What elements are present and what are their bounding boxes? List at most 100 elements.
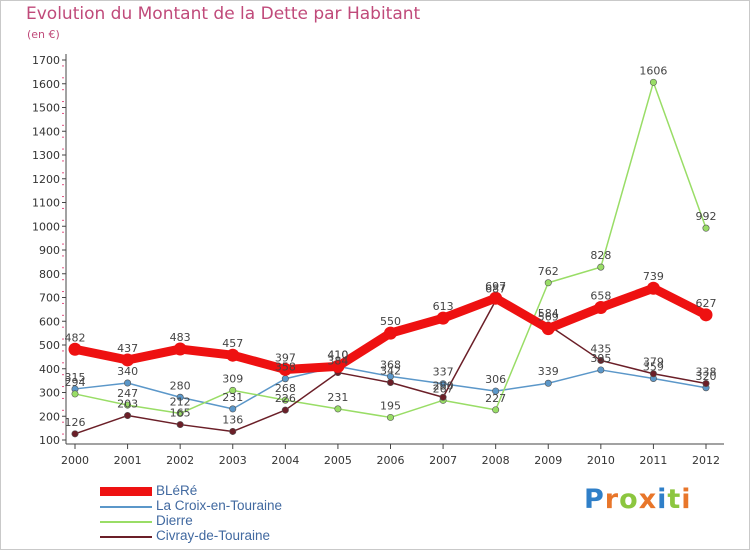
x-tick-label: 2000 [61, 454, 89, 467]
data-point-blere [121, 353, 135, 367]
data-point-civray-de-touraine [176, 421, 184, 429]
y-tick-label: 1000 [32, 220, 60, 233]
y-tick-label: 100 [39, 434, 60, 447]
data-point-dierre [492, 406, 500, 414]
data-label-dierre: 762 [538, 265, 559, 278]
data-point-blere [541, 322, 555, 336]
data-label-dierre: 1606 [639, 64, 667, 77]
data-point-civray-de-touraine [439, 393, 447, 401]
data-label-blere: 627 [696, 297, 717, 310]
data-label-la-croix-en-touraine: 358 [275, 361, 296, 374]
data-point-la-croix-en-touraine [281, 375, 289, 383]
data-point-la-croix-en-touraine [492, 387, 500, 395]
data-point-civray-de-touraine [649, 370, 657, 378]
data-point-dierre [597, 263, 605, 271]
chart-unit: (en €) [27, 28, 60, 41]
data-point-la-croix-en-touraine [176, 393, 184, 401]
data-point-civray-de-touraine [386, 379, 394, 387]
x-tick-label: 2009 [534, 454, 562, 467]
data-label-blere: 397 [275, 351, 296, 364]
data-point-la-croix-en-touraine [229, 405, 237, 413]
data-point-dierre [71, 390, 79, 398]
x-tick-label: 2010 [587, 454, 615, 467]
data-label-civray-de-touraine: 165 [170, 407, 191, 420]
logo-letter: t [667, 484, 682, 515]
data-label-dierre: 247 [117, 387, 138, 400]
x-tick-label: 2007 [429, 454, 457, 467]
data-label-blere: 410 [327, 348, 348, 361]
y-tick-label: 300 [39, 387, 60, 400]
data-point-blere [594, 300, 608, 314]
y-tick-label: 400 [39, 363, 60, 376]
data-label-dierre: 195 [380, 399, 401, 412]
legend-label: La Croix-en-Touraine [156, 498, 283, 513]
y-tick-label: 800 [39, 268, 60, 281]
y-tick-label: 1600 [32, 78, 60, 91]
data-label-dierre: 212 [170, 395, 191, 408]
legend-swatch [100, 536, 152, 538]
data-label-civray-de-touraine: 384 [327, 355, 348, 368]
proxiti-logo: Proxiti [584, 484, 692, 515]
y-tick-label: 1500 [32, 102, 60, 115]
y-tick-label: 700 [39, 292, 60, 305]
data-point-blere [331, 359, 345, 373]
data-label-dierre: 231 [327, 391, 348, 404]
data-point-civray-de-touraine [281, 406, 289, 414]
data-label-civray-de-touraine: 435 [590, 342, 611, 355]
data-label-civray-de-touraine: 338 [696, 365, 717, 378]
data-label-blere: 739 [643, 270, 664, 283]
data-point-blere [489, 291, 503, 305]
data-label-la-croix-en-touraine: 368 [380, 358, 401, 371]
logo-letter: i [657, 484, 668, 515]
data-point-dierre [649, 78, 657, 86]
chart-title: Evolution du Montant de la Dette par Hab… [26, 4, 421, 24]
data-point-dierre [702, 224, 710, 232]
data-label-dierre: 294 [65, 376, 86, 389]
x-tick-label: 2001 [114, 454, 142, 467]
legend-label: Civray-de-Touraine [156, 528, 271, 543]
data-label-dierre: 992 [696, 210, 717, 223]
data-label-civray-de-touraine: 136 [222, 413, 243, 426]
x-tick-label: 2002 [166, 454, 194, 467]
legend-swatch [100, 506, 152, 508]
y-tick-label: 1100 [32, 197, 60, 210]
x-tick-label: 2008 [482, 454, 510, 467]
data-label-la-croix-en-touraine: 359 [643, 360, 664, 373]
data-point-blere [699, 308, 713, 322]
x-tick-label: 2012 [692, 454, 720, 467]
legend-label: Dierre [156, 513, 193, 528]
x-tick-label: 2006 [377, 454, 405, 467]
data-point-dierre [229, 386, 237, 394]
legend-label: BLéRé [156, 483, 198, 498]
data-label-la-croix-en-touraine: 340 [117, 365, 138, 378]
data-label-blere: 482 [65, 331, 86, 344]
data-point-la-croix-en-touraine [124, 379, 132, 387]
data-label-dierre: 227 [485, 392, 506, 405]
data-point-civray-de-touraine [702, 379, 710, 387]
data-point-civray-de-touraine [71, 430, 79, 438]
data-label-la-croix-en-touraine: 280 [170, 379, 191, 392]
data-label-la-croix-en-touraine: 315 [65, 371, 86, 384]
y-tick-label: 1300 [32, 149, 60, 162]
data-point-civray-de-touraine [597, 356, 605, 364]
logo-letter: x [638, 484, 658, 515]
y-tick-label: 1400 [32, 125, 60, 138]
data-point-dierre [334, 405, 342, 413]
data-label-blere: 658 [590, 289, 611, 302]
data-label-blere: 457 [222, 337, 243, 350]
legend-swatch [100, 487, 152, 496]
data-label-civray-de-touraine: 280 [433, 379, 454, 392]
data-label-dierre: 828 [590, 249, 611, 262]
data-label-la-croix-en-touraine: 320 [696, 370, 717, 383]
data-label-civray-de-touraine: 126 [65, 416, 86, 429]
data-label-civray-de-touraine: 342 [380, 365, 401, 378]
y-tick-label: 900 [39, 244, 60, 257]
data-point-blere [384, 326, 397, 340]
data-point-dierre [281, 396, 289, 404]
data-point-blere [173, 342, 187, 356]
data-point-blere [646, 281, 660, 295]
x-tick-label: 2011 [639, 454, 667, 467]
data-label-la-croix-en-touraine: 395 [590, 352, 611, 365]
data-label-la-croix-en-touraine: 410 [327, 348, 348, 361]
